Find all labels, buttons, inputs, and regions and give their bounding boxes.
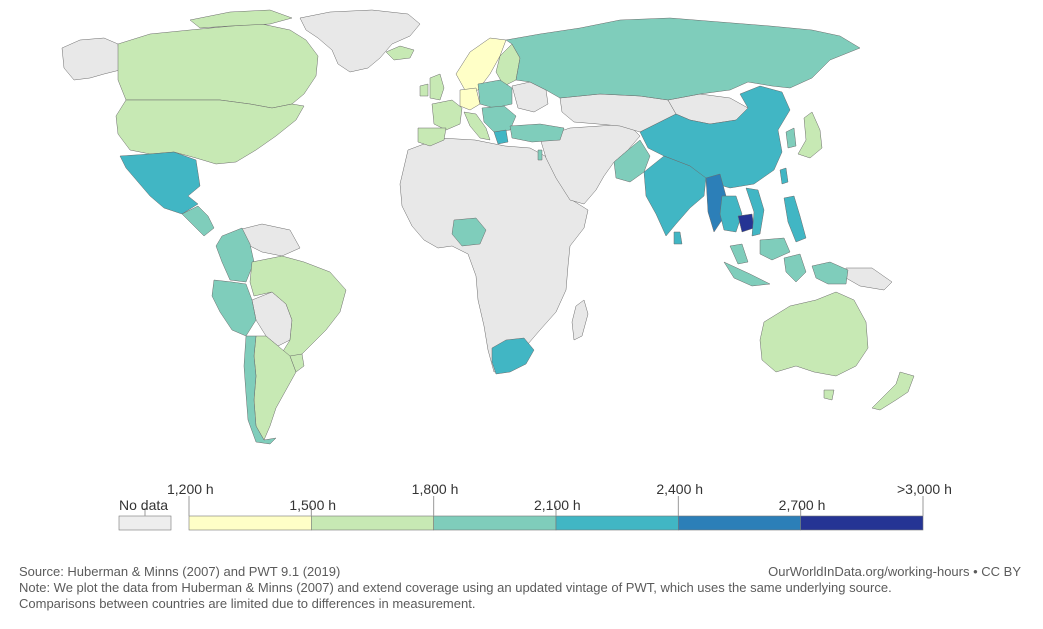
country-thailand[interactable] bbox=[719, 195, 743, 233]
country-russia[interactable] bbox=[505, 17, 861, 101]
country-israel[interactable] bbox=[537, 149, 543, 161]
country-sri-lanka[interactable] bbox=[673, 231, 683, 245]
country-philippines[interactable] bbox=[783, 195, 807, 243]
country-uruguay[interactable] bbox=[289, 353, 305, 373]
country-chile[interactable] bbox=[243, 335, 277, 445]
source-text: Source: Huberman & Minns (2007) and PWT … bbox=[19, 564, 341, 579]
country-spain-portugal[interactable] bbox=[417, 127, 447, 147]
note-line-1: Note: We plot the data from Huberman & M… bbox=[19, 580, 892, 595]
legend-tick-label-3: 2,100 h bbox=[534, 497, 581, 513]
country-greece[interactable] bbox=[493, 129, 509, 145]
country-south-korea[interactable] bbox=[785, 127, 797, 149]
country-malaysia[interactable] bbox=[729, 243, 749, 265]
country-uk[interactable] bbox=[429, 73, 445, 101]
legend-bin-1[interactable] bbox=[311, 515, 434, 531]
country-canada-arctic[interactable] bbox=[189, 9, 293, 29]
country-pakistan[interactable] bbox=[613, 139, 651, 183]
country-cambodia[interactable] bbox=[737, 213, 755, 233]
country-indonesia[interactable] bbox=[723, 253, 849, 287]
legend-no-data-label: No data bbox=[119, 497, 168, 513]
country-italy[interactable] bbox=[463, 111, 491, 141]
country-taiwan[interactable] bbox=[779, 167, 789, 185]
legend-bins bbox=[188, 515, 924, 531]
country-new-zealand[interactable] bbox=[871, 371, 915, 411]
legend-bin-2[interactable] bbox=[433, 515, 557, 531]
country-madagascar[interactable] bbox=[571, 299, 589, 341]
country-usa[interactable] bbox=[115, 99, 305, 165]
note-line-2: Comparisons between countries are limite… bbox=[19, 596, 476, 611]
country-peru[interactable] bbox=[211, 279, 257, 337]
map-legend: No data 1,200 h 1,500 h 1,800 h 2,100 h 2,40… bbox=[118, 481, 952, 531]
country-malaysia-borneo[interactable] bbox=[759, 237, 791, 261]
legend-bin-5[interactable] bbox=[800, 515, 924, 531]
country-australia[interactable] bbox=[759, 291, 869, 377]
legend-bin-3[interactable] bbox=[555, 515, 679, 531]
country-colombia[interactable] bbox=[215, 227, 255, 283]
legend-bin-0[interactable] bbox=[188, 515, 312, 531]
country-turkey[interactable] bbox=[509, 123, 565, 143]
country-mexico[interactable] bbox=[119, 151, 201, 215]
legend-tick-label-0: 1,200 h bbox=[167, 481, 214, 497]
no-data-regions bbox=[61, 9, 893, 373]
legend-tick-label-4: 2,400 h bbox=[656, 481, 703, 497]
legend-bin-4[interactable] bbox=[678, 515, 801, 531]
country-vietnam[interactable] bbox=[745, 187, 765, 237]
legend-tick-label-5: 2,700 h bbox=[779, 497, 826, 513]
country-papua-new-guinea[interactable] bbox=[845, 267, 893, 291]
country-balkans[interactable] bbox=[481, 105, 517, 133]
country-japan[interactable] bbox=[797, 111, 823, 159]
country-tasmania[interactable] bbox=[823, 389, 835, 401]
country-alaska[interactable] bbox=[61, 37, 121, 81]
data-regions bbox=[115, 9, 915, 445]
country-germany[interactable] bbox=[459, 87, 481, 111]
legend-ticks: 1,200 h 1,500 h 1,800 h 2,100 h 2,400 h 2,700… bbox=[167, 481, 952, 516]
country-nigeria[interactable] bbox=[451, 217, 487, 247]
legend-tick-label-2: 1,800 h bbox=[412, 481, 459, 497]
country-france[interactable] bbox=[431, 99, 463, 131]
credit-link[interactable]: OurWorldInData.org/working-hours • CC BY bbox=[768, 564, 1021, 579]
country-canada[interactable] bbox=[117, 23, 319, 109]
country-ireland[interactable] bbox=[419, 83, 429, 97]
country-south-africa[interactable] bbox=[491, 337, 535, 375]
country-greenland[interactable] bbox=[299, 9, 421, 73]
region-middle-east[interactable] bbox=[539, 123, 641, 205]
legend-no-data-swatch bbox=[118, 515, 172, 531]
region-central-america[interactable] bbox=[181, 205, 215, 237]
country-iceland[interactable] bbox=[385, 45, 415, 61]
legend-tick-label-1: 1,500 h bbox=[289, 497, 336, 513]
country-poland-baltics[interactable] bbox=[477, 79, 513, 109]
legend-tick-label-6: >3,000 h bbox=[897, 481, 952, 497]
country-india[interactable] bbox=[643, 155, 707, 237]
